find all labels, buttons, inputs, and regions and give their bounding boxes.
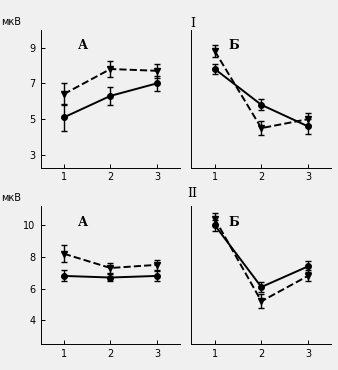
Text: II: II [188,187,198,200]
Text: Б: Б [228,216,239,229]
Text: мкВ: мкВ [1,194,21,204]
Text: мкВ: мкВ [1,17,21,27]
Text: I: I [190,17,195,30]
Text: Б: Б [228,39,239,52]
Text: А: А [77,216,88,229]
Text: А: А [77,39,88,52]
